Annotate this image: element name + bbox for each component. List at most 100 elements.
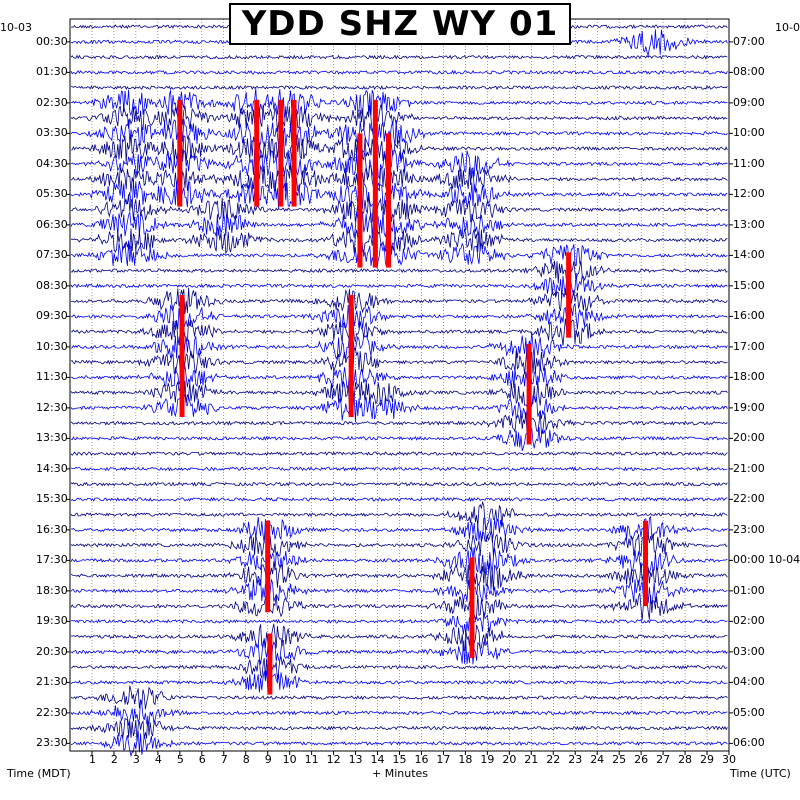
left-axis-label: Time (MDT) xyxy=(7,767,71,780)
trace-line xyxy=(70,547,728,576)
clipped-event-bar xyxy=(267,633,273,695)
clipped-event-bar xyxy=(643,520,649,607)
minute-tick-label: 24 xyxy=(590,753,605,766)
left-time-label: 02:30 xyxy=(36,95,68,109)
left-date-label: 10-03 xyxy=(0,21,32,34)
left-time-label: 00:30 xyxy=(36,34,68,48)
trace-line xyxy=(70,699,728,727)
trace-line xyxy=(70,685,728,710)
trace-line xyxy=(70,54,728,60)
left-time-label: 10:30 xyxy=(36,339,68,353)
minute-tick-label: 16 xyxy=(414,753,429,766)
left-time-label: 04:30 xyxy=(36,156,68,170)
right-time-label: 10:00 xyxy=(733,126,765,140)
left-time-label: 21:30 xyxy=(36,675,68,689)
minute-tick-label: 13 xyxy=(348,753,363,766)
trace-line xyxy=(70,240,728,269)
minute-tick-label: 9 xyxy=(264,753,272,766)
left-time-label: 09:30 xyxy=(36,309,68,323)
minute-tick-label: 27 xyxy=(656,753,671,766)
clipped-event-bar xyxy=(357,133,363,268)
trace-line xyxy=(70,611,728,635)
clipped-event-bar xyxy=(566,252,572,338)
clipped-event-bar xyxy=(348,295,354,418)
right-time-label: 03:00 xyxy=(733,644,765,658)
left-time-label: 22:30 xyxy=(36,705,68,719)
left-time-label: 18:30 xyxy=(36,583,68,597)
trace-line xyxy=(70,530,728,559)
trace-line xyxy=(70,410,728,434)
right-time-label: 13:00 xyxy=(733,217,765,231)
right-time-label: 15:00 xyxy=(733,278,765,292)
left-time-label: 23:30 xyxy=(36,736,68,750)
minute-tick-label: 29 xyxy=(700,753,715,766)
minute-tick-label: 12 xyxy=(326,753,341,766)
minute-tick-label: 14 xyxy=(370,753,385,766)
right-time-label: 04:00 xyxy=(733,675,765,689)
trace-line xyxy=(70,715,728,742)
clipped-event-bar xyxy=(265,520,271,613)
minute-ticks xyxy=(91,751,730,755)
right-time-label: 05:00 xyxy=(733,705,765,719)
trace-line xyxy=(70,654,728,681)
trace-line xyxy=(70,500,728,530)
right-time-label: 06:00 xyxy=(733,736,765,750)
trace-line xyxy=(70,515,728,544)
minute-tick-label: 21 xyxy=(524,753,539,766)
trace-line xyxy=(70,578,728,605)
minute-tick-label: 22 xyxy=(546,753,561,766)
minute-tick-label: 7 xyxy=(220,753,228,766)
minute-tick-label: 28 xyxy=(678,753,693,766)
clipped-event-bar xyxy=(278,99,284,207)
minute-tick-label: 23 xyxy=(568,753,583,766)
trace-line xyxy=(70,425,728,452)
minute-tick-label: 17 xyxy=(436,753,451,766)
trace-line xyxy=(70,451,728,457)
trace-line xyxy=(70,258,728,284)
right-time-label: 00:00 10-04 xyxy=(733,553,800,567)
trace-line xyxy=(70,466,728,472)
trace-line xyxy=(70,210,728,239)
chart-title-box: YDD SHZ WY 01 xyxy=(229,3,571,45)
left-time-label: 07:30 xyxy=(36,248,68,262)
clipped-event-bar xyxy=(254,99,260,207)
event-group xyxy=(177,99,649,695)
trace-line xyxy=(70,561,728,591)
minute-tick-label: 8 xyxy=(242,753,250,766)
right-time-label: 02:00 xyxy=(733,614,765,628)
clipped-event-bar xyxy=(469,557,475,658)
minute-tick-label: 11 xyxy=(304,753,319,766)
minute-tick-label: 20 xyxy=(502,753,517,766)
right-time-label: 20:00 xyxy=(733,431,765,445)
trace-line xyxy=(70,496,728,503)
right-time-label: 17:00 xyxy=(733,339,765,353)
clipped-event-bar xyxy=(291,99,297,207)
left-time-label: 06:30 xyxy=(36,217,68,231)
trace-line xyxy=(70,592,728,621)
trace-line xyxy=(70,638,728,665)
right-time-label: 01:00 xyxy=(733,583,765,597)
minute-tick-label: 25 xyxy=(612,753,627,766)
left-time-label: 20:30 xyxy=(36,644,68,658)
left-time-label: 17:30 xyxy=(36,553,68,567)
hour-ticks xyxy=(66,41,733,744)
clipped-event-bar xyxy=(526,343,532,445)
trace-line xyxy=(70,226,728,255)
left-time-label: 19:30 xyxy=(36,614,68,628)
left-time-label: 16:30 xyxy=(36,522,68,536)
right-time-label: 09:00 xyxy=(733,95,765,109)
right-time-label: 18:00 xyxy=(733,370,765,384)
right-time-label: 12:00 xyxy=(733,187,765,201)
right-time-label: 14:00 xyxy=(733,248,765,262)
left-time-label: 05:30 xyxy=(36,187,68,201)
left-time-label: 01:30 xyxy=(36,65,68,79)
left-time-label: 13:30 xyxy=(36,431,68,445)
trace-line xyxy=(70,272,728,299)
trace-line xyxy=(70,481,728,487)
trace-line xyxy=(70,667,728,693)
clipped-event-bar xyxy=(177,99,183,207)
minute-tick-label: 3 xyxy=(132,753,140,766)
minute-tick-label: 19 xyxy=(480,753,495,766)
minute-tick-label: 18 xyxy=(458,753,473,766)
clipped-event-bar xyxy=(372,99,378,268)
